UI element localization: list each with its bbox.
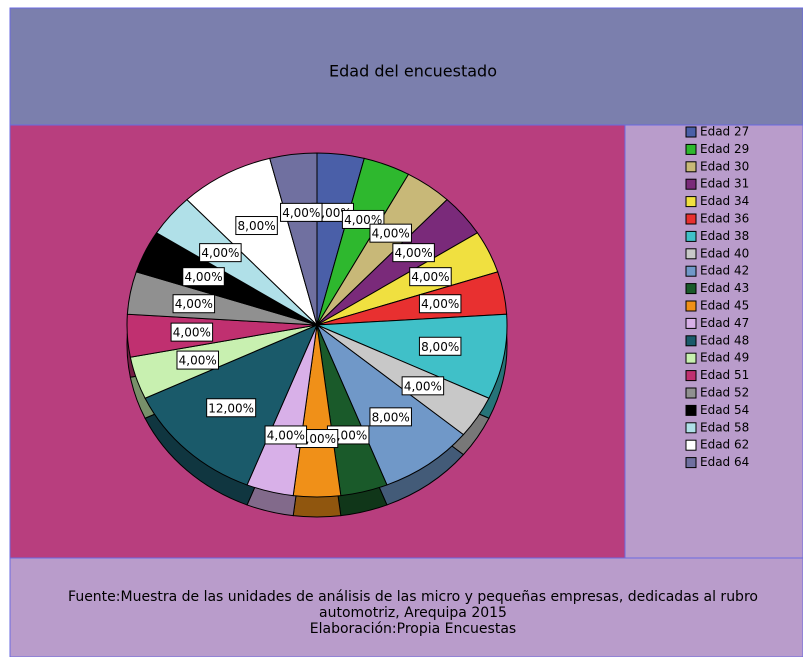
value-label: 8,00% (238, 219, 276, 233)
legend-swatch (685, 439, 697, 451)
value-label-box (199, 243, 242, 263)
legend-label: Edad 62 (700, 438, 749, 452)
legend-label: Edad 38 (700, 229, 749, 243)
value-label: 4,00% (344, 213, 382, 227)
value-label: 12,00% (208, 401, 254, 415)
value-label: 4,00% (372, 227, 410, 241)
value-label: 4,00% (404, 379, 442, 393)
legend-label: Edad 49 (700, 351, 749, 365)
slice (315, 323, 465, 486)
value-label-box (264, 425, 308, 445)
value-label: 4,00% (184, 270, 222, 284)
slice (316, 313, 508, 399)
legend-swatch (685, 265, 697, 277)
slice (186, 157, 318, 327)
value-label-box (409, 267, 452, 287)
legend-swatch (685, 422, 697, 434)
legend-label: Edad 64 (700, 455, 749, 469)
value-label-box (170, 322, 214, 342)
legend-label: Edad 45 (700, 299, 749, 313)
legend-label: Edad 52 (700, 386, 749, 400)
legend-label: Edad 48 (700, 333, 749, 347)
legend-swatch (685, 335, 697, 347)
legend-swatch (685, 196, 697, 208)
value-label-box (369, 407, 412, 427)
legend-label: Edad 30 (700, 159, 749, 173)
footnote: automotriz, Arequipa 2015 (319, 605, 507, 621)
legend-swatch (685, 370, 697, 382)
legend-swatch (685, 143, 697, 155)
legend-swatch (685, 213, 697, 225)
value-label: 4,00% (329, 428, 367, 442)
legend-label: Edad 36 (700, 212, 749, 226)
legend-swatch (685, 248, 697, 260)
value-label: 4,00% (298, 432, 336, 446)
value-label-box (418, 336, 462, 356)
footer-area (9, 557, 803, 658)
footnote: Fuente:Muestra de las unidades de anális… (68, 589, 758, 605)
legend-label: Edad 58 (700, 420, 749, 434)
legend-label: Edad 54 (700, 403, 749, 417)
value-label: 4,00% (282, 206, 320, 220)
legend-label: Edad 31 (700, 177, 749, 191)
value-label-box (172, 294, 216, 314)
legend-swatch (685, 457, 697, 469)
value-label-box (235, 216, 278, 236)
value-label-box (176, 350, 219, 370)
value-label-box (369, 223, 412, 243)
slice (269, 152, 318, 326)
value-label: 4,00% (411, 270, 449, 284)
value-label-box (418, 294, 462, 314)
legend-label: Edad 29 (700, 142, 749, 156)
legend-label: Edad 47 (700, 316, 749, 330)
legend-swatch (685, 161, 697, 173)
value-label: 4,00% (395, 246, 433, 260)
value-label: 4,00% (267, 428, 305, 442)
legend-swatch (685, 178, 697, 190)
legend-label: Edad 42 (700, 264, 749, 278)
value-label: 4,00% (173, 326, 211, 340)
legend-swatch (685, 300, 697, 312)
legend-area (624, 124, 803, 559)
value-label-box (392, 243, 435, 263)
value-label: 8,00% (372, 410, 410, 424)
value-label-box (401, 376, 445, 396)
value-label: 4,00% (421, 297, 459, 311)
value-label: 4,00% (175, 297, 213, 311)
value-label-box (182, 267, 225, 287)
legend-label: Edad 27 (700, 125, 749, 139)
legend-label: Edad 51 (700, 368, 749, 382)
title-band (9, 7, 803, 126)
chart-title: Edad del encuestado (329, 62, 497, 81)
legend-swatch (685, 230, 697, 242)
legend-swatch (685, 404, 697, 416)
legend-label: Edad 40 (700, 246, 749, 260)
legend-label: Edad 43 (700, 281, 749, 295)
legend-swatch (685, 283, 697, 295)
value-label: 8,00% (421, 340, 459, 354)
legend-swatch (685, 126, 697, 138)
legend-swatch (685, 352, 697, 364)
legend-label: Edad 34 (700, 194, 749, 208)
legend-swatch (685, 387, 697, 399)
value-label: 4,00% (179, 354, 217, 368)
value-label-box (280, 202, 323, 222)
legend-swatch (685, 317, 697, 329)
value-label: 4,00% (201, 246, 239, 260)
value-label-box (206, 398, 257, 418)
footnote: Elaboración:Propia Encuestas (310, 621, 516, 637)
